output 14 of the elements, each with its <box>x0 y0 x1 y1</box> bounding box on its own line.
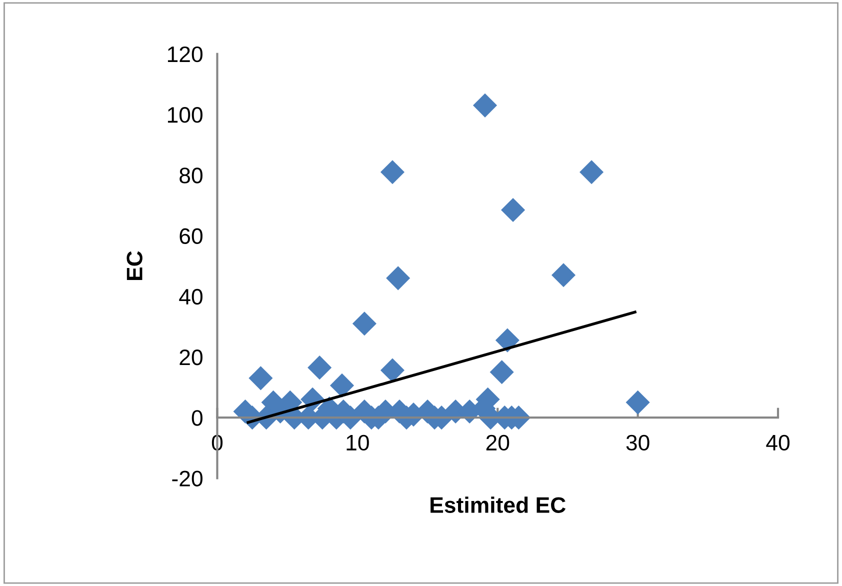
x-tick-label: 30 <box>626 434 650 451</box>
x-tick-label: 10 <box>346 434 369 451</box>
y-tick-label: 60 <box>180 228 202 244</box>
y-tick-label: 100 <box>168 107 202 123</box>
y-tick-label: 0 <box>192 410 202 426</box>
x-tick-label: 40 <box>766 434 790 451</box>
y-tick-label: 120 <box>168 46 202 62</box>
y-tick-label: 40 <box>179 288 202 305</box>
y-tick-label: 80 <box>180 168 202 184</box>
y-axis-title: EC <box>126 251 142 280</box>
x-axis-title: Estimited EC <box>430 496 566 513</box>
x-tick-label: 20 <box>486 434 510 451</box>
y-tick-label: -20 <box>172 470 202 486</box>
y-tick-label: 20 <box>180 349 202 366</box>
